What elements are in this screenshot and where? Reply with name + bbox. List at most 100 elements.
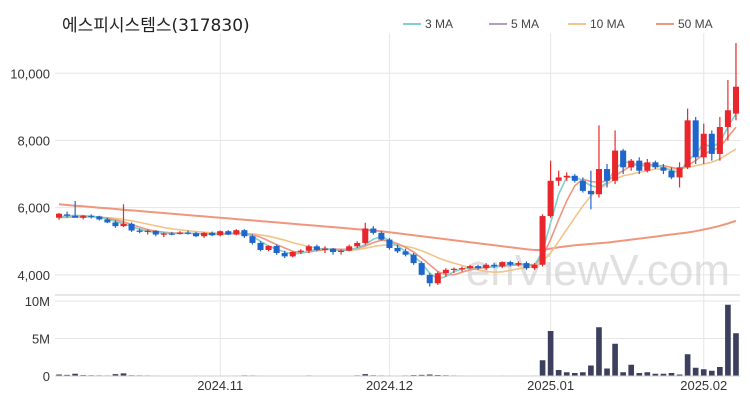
candle bbox=[499, 261, 506, 269]
candle bbox=[225, 230, 232, 236]
candle-body bbox=[636, 160, 643, 171]
candle bbox=[297, 249, 304, 255]
volume-bar bbox=[668, 373, 675, 376]
candle bbox=[483, 263, 490, 270]
candle-body bbox=[56, 213, 63, 218]
candle-body bbox=[644, 162, 651, 171]
candle bbox=[523, 261, 530, 270]
candle bbox=[402, 248, 409, 257]
candle bbox=[652, 160, 659, 170]
candle bbox=[265, 245, 272, 252]
legend-label: 5 MA bbox=[511, 17, 539, 31]
candle bbox=[144, 229, 151, 235]
candle bbox=[346, 244, 353, 252]
candle-body bbox=[612, 150, 619, 181]
candle bbox=[305, 244, 312, 254]
candle bbox=[491, 263, 498, 269]
candle bbox=[700, 123, 707, 164]
candle-body bbox=[152, 230, 159, 235]
candle bbox=[668, 167, 675, 180]
candle-body bbox=[80, 215, 87, 218]
candle-body bbox=[249, 236, 256, 243]
candle-body bbox=[394, 247, 401, 252]
candle-body bbox=[370, 228, 377, 233]
candle-body bbox=[555, 177, 562, 181]
candle bbox=[88, 214, 95, 219]
candle bbox=[628, 158, 635, 171]
candle bbox=[716, 116, 723, 161]
candle bbox=[176, 231, 183, 235]
ma50-line bbox=[58, 203, 737, 251]
candle-body bbox=[72, 215, 79, 218]
candle bbox=[233, 229, 240, 236]
candle bbox=[442, 268, 449, 277]
volume-bar bbox=[620, 372, 626, 376]
candle bbox=[257, 241, 264, 252]
candle bbox=[338, 249, 345, 255]
candle bbox=[732, 43, 739, 121]
legend-item: 10 MA bbox=[568, 17, 625, 31]
candle-body bbox=[128, 223, 135, 231]
candle bbox=[96, 215, 103, 221]
candle bbox=[128, 222, 135, 232]
candle-body bbox=[523, 263, 530, 269]
candle bbox=[64, 211, 71, 218]
candle-body bbox=[418, 263, 425, 275]
volume-bar bbox=[652, 373, 659, 376]
candle-body bbox=[604, 169, 611, 181]
candle-body bbox=[96, 216, 103, 220]
volume-bar bbox=[120, 373, 127, 376]
candle-body bbox=[136, 230, 143, 232]
candle-body bbox=[467, 266, 474, 269]
candle bbox=[152, 230, 159, 237]
candle bbox=[362, 222, 369, 245]
candle-body bbox=[297, 250, 304, 253]
candle-body bbox=[692, 120, 699, 158]
volume-bar bbox=[676, 374, 683, 376]
candle-body bbox=[265, 245, 272, 250]
candle-body bbox=[483, 264, 490, 269]
candle bbox=[555, 170, 562, 186]
candle bbox=[241, 229, 248, 238]
candle-body bbox=[257, 242, 264, 250]
price-tick-label: 10,000 bbox=[10, 66, 50, 81]
candle bbox=[394, 244, 401, 254]
candle-body bbox=[571, 175, 578, 181]
candle-body bbox=[628, 160, 635, 168]
candle-body bbox=[547, 180, 554, 217]
candle bbox=[434, 271, 441, 285]
candle bbox=[579, 177, 586, 193]
candle-body bbox=[330, 248, 337, 253]
candle-body bbox=[362, 228, 369, 243]
candle bbox=[168, 231, 175, 236]
price-tick-label: 8,000 bbox=[17, 133, 50, 148]
candle bbox=[660, 164, 667, 175]
candle-body bbox=[491, 264, 498, 267]
candle-body bbox=[338, 250, 345, 253]
candle-body bbox=[321, 248, 328, 250]
candle bbox=[531, 263, 538, 270]
candle bbox=[636, 157, 643, 175]
candle bbox=[209, 231, 216, 237]
candle-body bbox=[193, 233, 200, 237]
candle-body bbox=[700, 133, 707, 158]
volume-bar bbox=[64, 374, 70, 376]
volume-bar bbox=[733, 333, 739, 376]
candle-body bbox=[160, 233, 167, 235]
candle-body bbox=[684, 120, 691, 168]
candlesticks bbox=[56, 43, 739, 287]
candle bbox=[281, 250, 288, 259]
candle-body bbox=[313, 246, 320, 250]
legend-item: 3 MA bbox=[403, 17, 453, 31]
volume-panel bbox=[55, 299, 740, 376]
candle-body bbox=[531, 264, 538, 269]
candle-body bbox=[539, 216, 546, 265]
y-axis-ticks: 4,000 6,000 8,000 10,000 0 5M 10M bbox=[10, 66, 50, 384]
candle-body bbox=[660, 167, 667, 171]
volume-bar bbox=[708, 370, 715, 376]
candle-body bbox=[273, 245, 280, 254]
candle bbox=[370, 226, 377, 235]
volume-bar bbox=[418, 374, 425, 376]
candle bbox=[289, 251, 296, 258]
